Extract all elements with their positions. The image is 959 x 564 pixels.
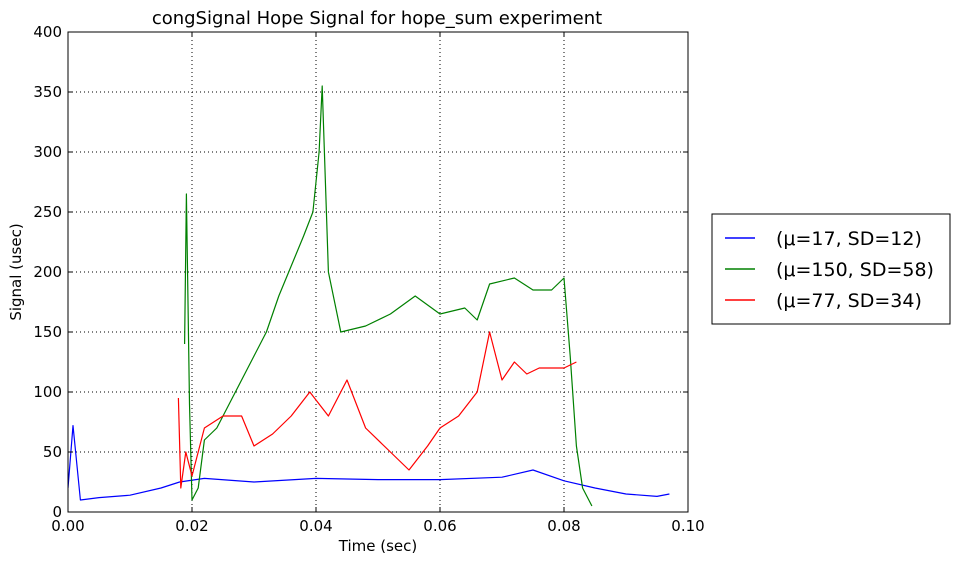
- y-tick-label: 50: [43, 443, 62, 461]
- x-tick-label: 0.04: [299, 517, 332, 535]
- y-tick-label: 300: [33, 143, 62, 161]
- series-line-2: [184, 85, 593, 507]
- x-axis-label: Time (sec): [338, 537, 417, 555]
- y-tick-label: 400: [33, 23, 62, 41]
- legend-label: (μ=77, SD=34): [776, 290, 922, 312]
- legend-label: (μ=150, SD=58): [776, 259, 934, 281]
- y-tick-label: 250: [33, 203, 62, 221]
- x-tick-label: 0.06: [423, 517, 456, 535]
- x-tick-label: 0.08: [547, 517, 580, 535]
- y-tick-label: 350: [33, 83, 62, 101]
- chart-title: congSignal Hope Signal for hope_sum expe…: [152, 8, 602, 29]
- legend: (μ=17, SD=12) (μ=150, SD=58) (μ=77, SD=34): [711, 213, 951, 325]
- x-tick-label: 0.02: [175, 517, 208, 535]
- grid: [68, 32, 688, 512]
- y-tick-label: 200: [33, 263, 62, 281]
- y-tick-label: 0: [52, 503, 62, 521]
- ticks: 0.00 0.02 0.04 0.06 0.08 0.10 0 50 100 150 200 250 3…: [33, 23, 704, 535]
- x-tick-label: 0.10: [671, 517, 704, 535]
- legend-label: (μ=17, SD=12): [776, 228, 922, 250]
- y-axis-label: Signal (usec): [7, 223, 25, 320]
- x-tick-label: 0.00: [51, 517, 84, 535]
- series-line-1: [68, 425, 670, 501]
- series-layer: [68, 85, 670, 507]
- y-tick-label: 100: [33, 383, 62, 401]
- series-line-3: [177, 331, 577, 489]
- y-tick-label: 150: [33, 323, 62, 341]
